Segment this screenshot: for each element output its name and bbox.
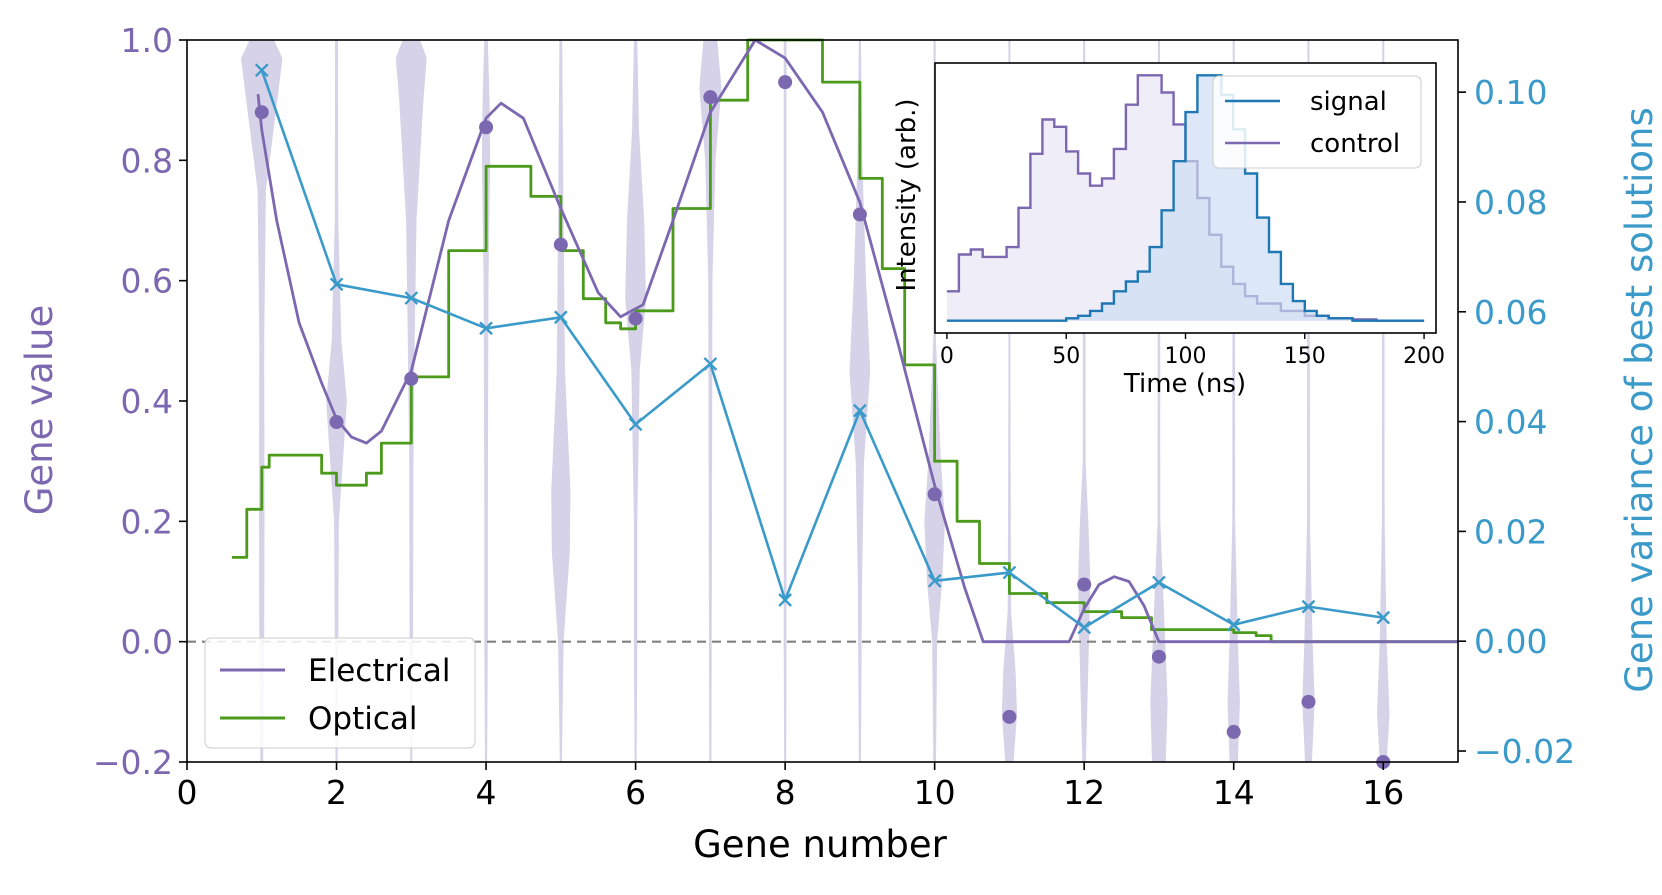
variance-line xyxy=(260,69,1384,629)
x-tick-label-8: 16 xyxy=(1362,773,1404,812)
inset-chart: 0 50 100 150 200 Time (ns) Intensity (arb.) … xyxy=(892,62,1445,399)
main-legend: Electrical Optical xyxy=(204,637,476,749)
y-tick-label-5: 0.8 xyxy=(121,141,173,180)
inset-legend-label-signal: signal xyxy=(1310,87,1387,117)
violin-gene-9 xyxy=(849,40,871,762)
inset-x-axis-label: Time (ns) xyxy=(1123,369,1246,399)
variance-marker-9 xyxy=(853,403,867,418)
variance-marker-11 xyxy=(1002,565,1017,580)
gene-value-point-12 xyxy=(1077,577,1092,592)
y2-tick-label-6: 0.10 xyxy=(1474,73,1547,112)
x-tick-label-0: 0 xyxy=(177,773,198,812)
x-axis-label: Gene number xyxy=(693,823,948,866)
inset-x-tick-label-3: 150 xyxy=(1284,344,1326,369)
right-y-axis-label: Gene variance of best solutions xyxy=(1618,107,1661,692)
signal-line xyxy=(946,74,1425,322)
violin-gene-2 xyxy=(326,40,347,762)
y2-tick-label-5: 0.08 xyxy=(1474,183,1547,222)
signal-fill xyxy=(946,75,1425,321)
gene-value-point-4 xyxy=(479,120,494,135)
y-tick-label-1: 0.0 xyxy=(121,623,173,662)
variance-marker-4 xyxy=(479,321,493,336)
x-tick-label-1: 2 xyxy=(326,773,347,812)
gene-value-point-10 xyxy=(927,487,942,502)
gene-value-point-1 xyxy=(254,105,269,120)
variance-marker-3 xyxy=(404,291,419,305)
y-tick-label-2: 0.2 xyxy=(121,502,173,541)
variance-marker-8 xyxy=(778,593,792,607)
legend-label-optical: Optical xyxy=(308,701,418,737)
inset-series-layer xyxy=(946,74,1425,322)
gene-value-point-13 xyxy=(1151,649,1166,664)
violin-gene-6 xyxy=(625,40,646,762)
violin-gene-14 xyxy=(1227,40,1240,762)
y-axis-label: Gene value xyxy=(18,305,61,515)
variance-marker-1 xyxy=(254,63,269,78)
inset-legend-label-control: control xyxy=(1310,129,1400,159)
y-tick-label-3: 0.4 xyxy=(121,382,173,421)
x-tick-label-4: 8 xyxy=(775,773,796,812)
gene-value-point-3 xyxy=(404,371,419,386)
main-axes-ticks: 0 2 4 6 8 10 12 14 16 −0.2 0.0 0.2 0.4 0.6 0.8 1.0 −0.02… xyxy=(93,21,1575,812)
y2-tick-label-0: −0.02 xyxy=(1474,732,1575,771)
x-tick-label-2: 4 xyxy=(476,773,497,812)
variance-marker-13 xyxy=(1152,575,1166,590)
main-legend-box xyxy=(204,637,476,749)
inset-x-tick-label-1: 50 xyxy=(1052,344,1080,369)
y-tick-label-4: 0.6 xyxy=(121,262,173,301)
y2-tick-label-3: 0.04 xyxy=(1474,403,1547,442)
inset-x-tick-label-2: 100 xyxy=(1165,344,1207,369)
y2-tick-label-2: 0.02 xyxy=(1474,512,1547,551)
gene-value-point-2 xyxy=(329,415,344,430)
gene-value-point-15 xyxy=(1301,694,1316,709)
violin-gene-1 xyxy=(241,40,283,762)
violin-gene-7 xyxy=(699,40,722,762)
y-tick-label-0: −0.2 xyxy=(93,743,173,782)
variance-marker-10 xyxy=(927,573,942,588)
gene-value-point-11 xyxy=(1002,709,1017,724)
gene-value-point-8 xyxy=(778,75,793,90)
x-tick-label-5: 10 xyxy=(914,773,956,812)
inset-x-tick-label-0: 0 xyxy=(940,344,954,369)
legend-label-electrical: Electrical xyxy=(308,653,450,689)
violin-gene-16 xyxy=(1377,40,1390,762)
violin-gene-15 xyxy=(1302,40,1315,762)
electrical-line xyxy=(256,38,1458,644)
y2-tick-label-4: 0.06 xyxy=(1474,293,1547,332)
violin-gene-4 xyxy=(481,40,491,762)
inset-legend: signal control xyxy=(1212,75,1422,169)
gene-value-point-14 xyxy=(1226,724,1241,739)
gene-value-point-6 xyxy=(628,311,643,326)
violin-gene-5 xyxy=(551,40,571,762)
inset-legend-box xyxy=(1212,75,1422,169)
gene-value-point-7 xyxy=(703,90,718,105)
y2-tick-label-1: 0.00 xyxy=(1474,622,1547,661)
variance-marker-6 xyxy=(628,417,643,432)
y-tick-label-6: 1.0 xyxy=(121,21,173,60)
variance-marker-7 xyxy=(703,357,718,371)
variance-marker-16 xyxy=(1376,610,1391,625)
gene-value-point-5 xyxy=(553,237,568,252)
violin-gene-13 xyxy=(1150,40,1168,762)
variance-marker-14 xyxy=(1226,617,1241,632)
main-series-layer xyxy=(231,38,1458,769)
violin-gene-8 xyxy=(783,40,787,762)
variance-marker-2 xyxy=(329,277,344,292)
inset-axes-ticks: 0 50 100 150 200 xyxy=(940,333,1445,369)
x-tick-label-6: 12 xyxy=(1063,773,1105,812)
gene-value-point-9 xyxy=(852,207,867,222)
violin-gene-11 xyxy=(1001,40,1017,762)
x-tick-label-3: 6 xyxy=(625,773,646,812)
variance-marker-12 xyxy=(1077,620,1092,635)
inset-x-tick-label-4: 200 xyxy=(1403,344,1445,369)
variance-marker-15 xyxy=(1301,599,1316,614)
x-tick-label-7: 14 xyxy=(1213,773,1255,812)
variance-marker-5 xyxy=(553,310,568,325)
inset-y-axis-label: Intensity (arb.) xyxy=(892,98,922,291)
